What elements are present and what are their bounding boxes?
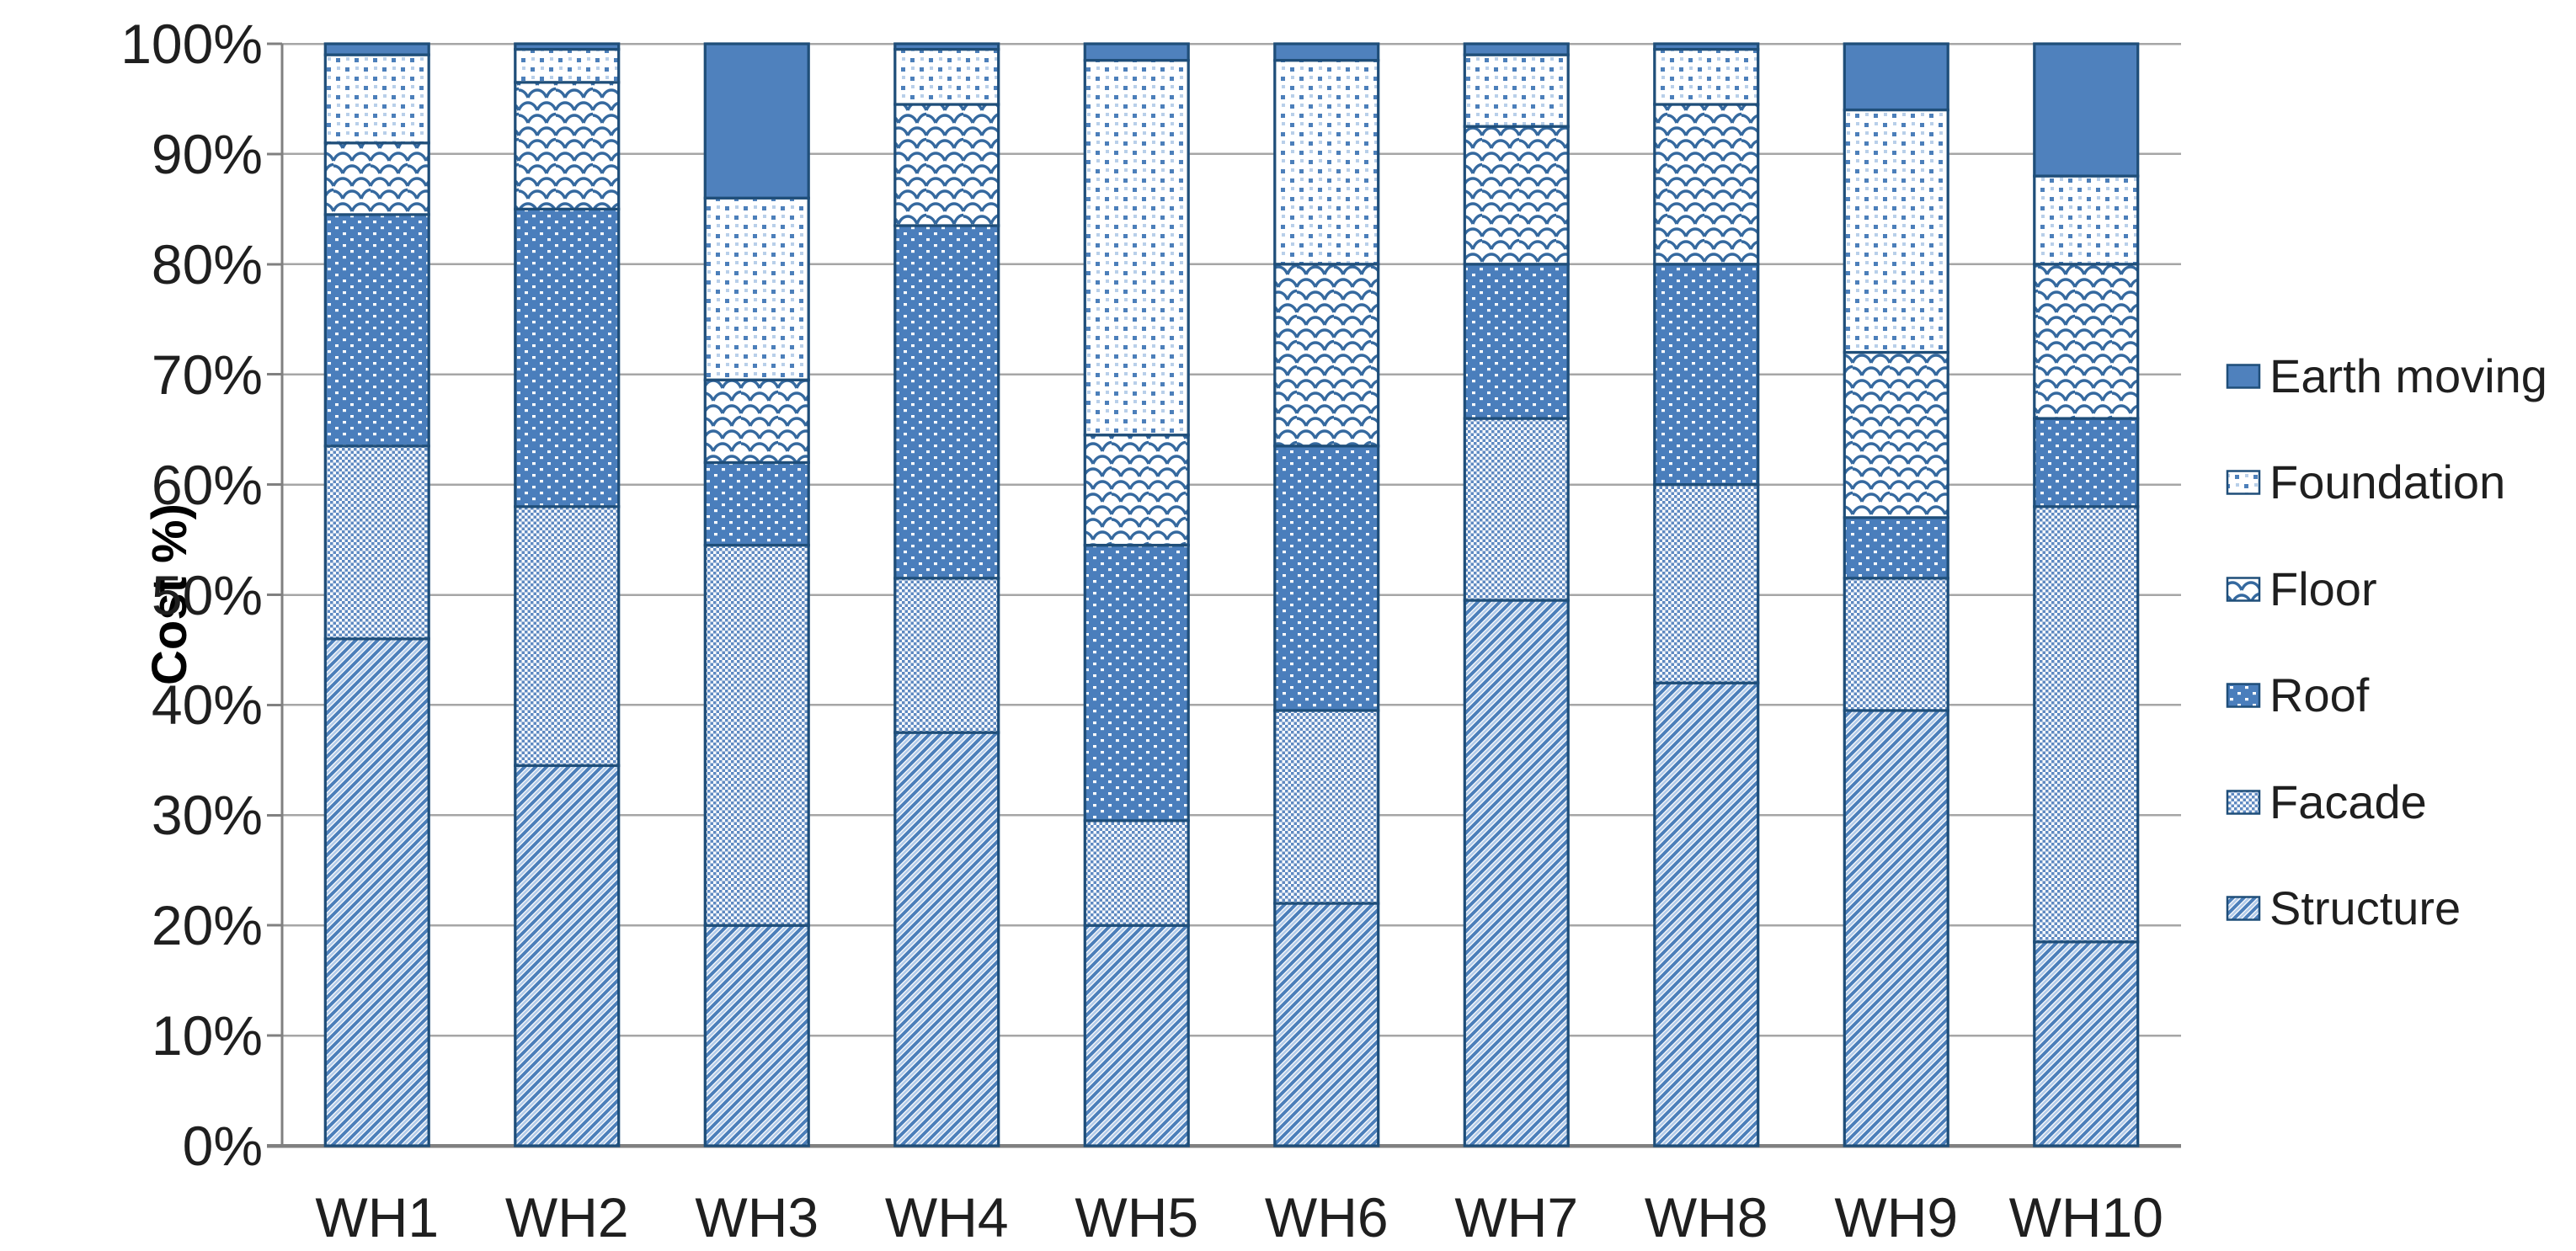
bar-segment [2033, 42, 2140, 178]
bar-segment [514, 81, 621, 210]
bar-segment [703, 378, 810, 465]
bar-segment [1843, 350, 1949, 519]
bar-segment [1653, 47, 1760, 106]
bar-segment [1463, 263, 1570, 420]
bar-segment [703, 460, 810, 547]
bar-segment [893, 731, 1000, 1147]
bar-segment [1273, 42, 1380, 62]
bar-segment [1273, 59, 1380, 266]
bar-segment [514, 764, 621, 1147]
bar-segment [2033, 263, 2140, 420]
bar-segment [1273, 263, 1380, 448]
bar-segment [323, 53, 430, 145]
bar-segment [1843, 577, 1949, 712]
bar-segment [1653, 103, 1760, 266]
bar-segment [514, 47, 621, 84]
bar-segment [1083, 42, 1190, 62]
bar-segment [514, 207, 621, 508]
bar-segment [893, 47, 1000, 106]
bar-segment [2033, 505, 2140, 944]
bar-segment [2033, 417, 2140, 508]
bar-segment [1843, 108, 1949, 354]
bar-segment [1463, 125, 1570, 266]
bar-segment [1653, 42, 1760, 51]
bar-segment [323, 141, 430, 216]
bar-segment [323, 445, 430, 641]
bar-segment [1083, 543, 1190, 822]
legend-swatches [2226, 364, 2261, 921]
bar-segment [703, 924, 810, 1147]
bar-segment [1083, 924, 1190, 1147]
bar-segment [1273, 445, 1380, 712]
bar-segment [1083, 434, 1190, 547]
bar-segment [2033, 174, 2140, 266]
bar-segment [323, 637, 430, 1147]
bar-segment [1463, 417, 1570, 602]
bar-segment [1273, 709, 1380, 905]
bar-segment [2033, 940, 2140, 1147]
bar-segment [514, 505, 621, 768]
legend-swatch [2226, 470, 2261, 495]
bar-segment [514, 42, 621, 51]
bar-segment [1653, 681, 1760, 1147]
bar-segment [1463, 599, 1570, 1147]
bar-segment [1843, 42, 1949, 112]
bar-segment [703, 543, 810, 927]
bar-segment [893, 577, 1000, 734]
bar-segment [1463, 42, 1570, 56]
bar-segment [323, 213, 430, 448]
bar-segment [1653, 263, 1760, 487]
bar-segment [893, 42, 1000, 51]
bar-segment [1463, 53, 1570, 128]
bar-segment [1273, 902, 1380, 1147]
bar-segment [893, 103, 1000, 227]
bar-segment [1843, 709, 1949, 1147]
bar-segment [1843, 516, 1949, 580]
legend-swatch [2226, 683, 2261, 708]
bar-segment [1653, 482, 1760, 684]
bar-segment [1083, 59, 1190, 437]
bar-segment [703, 196, 810, 381]
bars [323, 42, 2140, 1147]
bar-segment [1083, 819, 1190, 927]
bar-segment [703, 42, 810, 200]
bar-segment [323, 42, 430, 56]
legend-swatch [2226, 790, 2261, 815]
bar-segment [893, 224, 1000, 580]
legend-swatch [2226, 364, 2261, 389]
legend-swatch [2226, 577, 2261, 602]
legend-swatch [2226, 896, 2261, 921]
